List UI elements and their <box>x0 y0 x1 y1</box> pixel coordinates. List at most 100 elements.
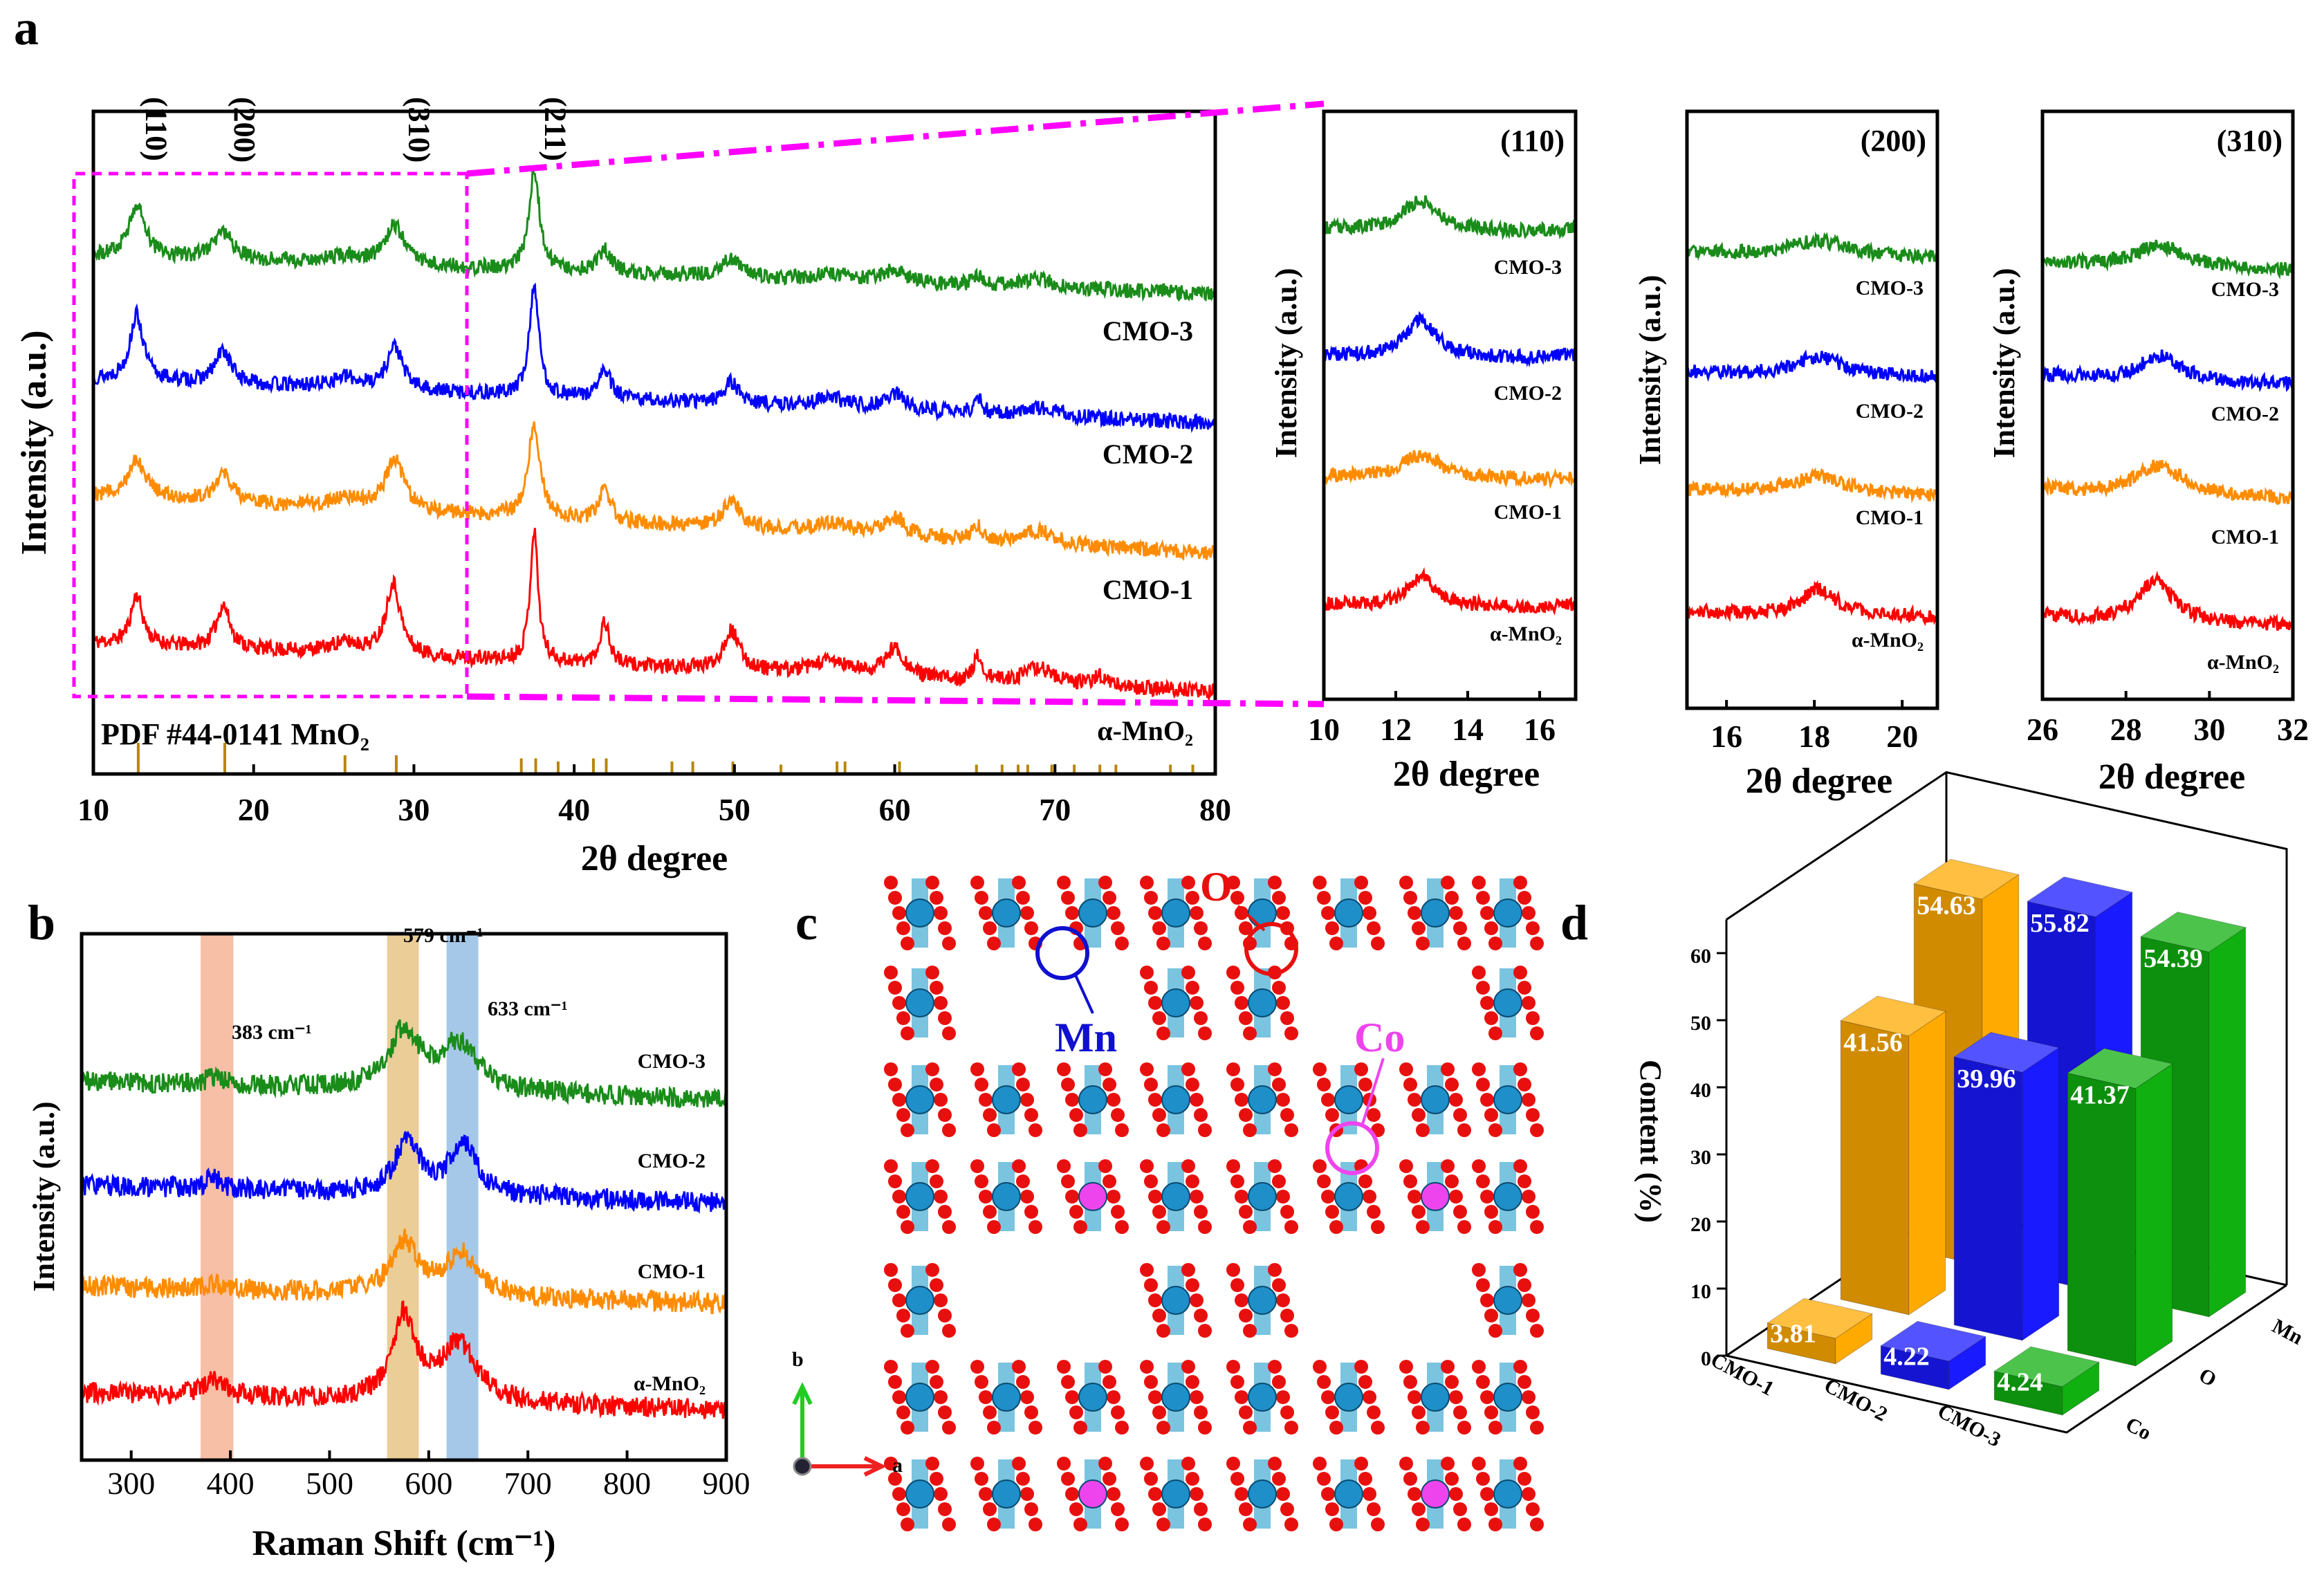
bar-front-shade <box>1954 1057 2022 1340</box>
oxygen-atom <box>1480 1293 1494 1307</box>
oxygen-atom <box>1156 1123 1170 1137</box>
oxygen-atom <box>1012 1159 1026 1173</box>
oxygen-atom <box>1230 981 1244 995</box>
oxygen-atom <box>1152 921 1166 935</box>
oxygen-atom <box>1156 1324 1170 1338</box>
oxygen-atom <box>1367 1502 1381 1516</box>
manganese-atom <box>905 898 934 928</box>
oxygen-atom <box>896 1108 910 1122</box>
oxygen-atom <box>1453 1108 1467 1122</box>
oxygen-atom <box>1484 1502 1498 1516</box>
oxygen-atom <box>1276 1293 1290 1307</box>
oxygen-atom <box>1194 1309 1208 1322</box>
oxygen-atom <box>1140 966 1154 979</box>
oxygen-atom <box>1140 876 1154 889</box>
oxygen-highlight-circle <box>1244 922 1298 976</box>
oxygen-atom <box>1016 1078 1030 1091</box>
manganese-atom <box>1334 1383 1363 1412</box>
oxygen-atom <box>1198 1421 1212 1435</box>
oxygen-atom <box>1284 1324 1298 1338</box>
oxygen-atom <box>1226 966 1240 979</box>
oxygen-atom <box>1453 1502 1467 1516</box>
xrd-tick-label: 10 <box>77 792 109 827</box>
oxygen-atom <box>1144 1472 1158 1486</box>
inset-series-label: CMO-1 <box>2211 526 2279 548</box>
oxygen-atom <box>1476 1375 1490 1389</box>
bar-value-label: 3.81 <box>1770 1320 1816 1349</box>
oxygen-atom <box>1526 1309 1540 1322</box>
oxygen-atom <box>1276 1487 1290 1501</box>
inset-310-title: (310) <box>2217 124 2282 158</box>
oxygen-atom <box>1061 1078 1075 1091</box>
oxygen-atom <box>1530 1421 1544 1435</box>
oxygen-atom <box>1235 1487 1248 1501</box>
oxygen-atom <box>1012 1457 1026 1470</box>
oxygen-atom <box>1530 937 1544 950</box>
oxygen-atom <box>1194 1205 1208 1219</box>
oxygen-atom <box>1441 1457 1455 1470</box>
oxygen-atom <box>1226 1159 1240 1173</box>
raman-series-label: CMO-2 <box>638 1150 706 1172</box>
manganese-atom <box>992 1479 1021 1509</box>
oxygen-atom <box>1526 1011 1540 1025</box>
oxygen-atom <box>1061 1472 1075 1486</box>
cobalt-pointer-arrow <box>1361 1058 1385 1125</box>
oxygen-atom <box>1453 1205 1467 1219</box>
manganese-atom <box>1421 1085 1450 1114</box>
raman-tick-label: 900 <box>703 1466 750 1501</box>
oxygen-atom <box>938 1205 952 1219</box>
oxygen-atom <box>1243 1324 1257 1338</box>
oxygen-atom <box>1198 1220 1212 1234</box>
manganese-atom <box>905 1182 934 1211</box>
oxygen-atom <box>1522 1390 1536 1404</box>
oxygen-atom <box>1317 1375 1331 1389</box>
oxygen-atom <box>930 981 943 995</box>
oxygen-atom <box>896 1011 910 1025</box>
hkl-label: (110) <box>140 97 174 161</box>
oxygen-atom <box>1152 1502 1166 1516</box>
oxygen-atom <box>901 1518 914 1531</box>
oxygen-atom <box>1453 921 1467 935</box>
oxygen-atom <box>1403 1375 1417 1389</box>
oxygen-atom <box>1194 1502 1208 1516</box>
oxygen-atom <box>1016 1174 1030 1188</box>
oxygen-atom <box>1445 1174 1459 1188</box>
oxygen-atom <box>1243 1123 1257 1137</box>
oxygen-atom <box>1235 906 1248 920</box>
oxygen-atom <box>1069 1205 1083 1219</box>
oxygen-atom <box>938 921 952 935</box>
oxygen-atom <box>1403 1174 1417 1188</box>
oxygen-atom <box>901 1220 914 1234</box>
oxygen-atom <box>1012 1360 1026 1374</box>
oxygen-atom <box>1073 1123 1087 1137</box>
oxygen-atom <box>1140 1457 1154 1470</box>
oxygen-atom <box>1020 1487 1034 1501</box>
oxygen-atom <box>1412 1502 1426 1516</box>
oxygen-atom <box>1190 1390 1204 1404</box>
oxygen-atom <box>1235 1293 1248 1307</box>
inset-frame <box>2040 109 2295 701</box>
oxygen-atom <box>1284 1220 1298 1234</box>
reference-label: PDF #44-0141 MnO₂ <box>101 717 369 751</box>
oxygen-atom <box>1061 891 1075 905</box>
oxygen-atom <box>1098 1360 1112 1374</box>
oxygen-atom <box>942 1026 956 1040</box>
oxygen-atom <box>1276 1190 1290 1204</box>
oxygen-atom <box>1107 1390 1120 1404</box>
inset-series-2 <box>1686 349 1939 385</box>
axis-a-arrow <box>802 1456 887 1477</box>
bar-top-face <box>2067 1048 2173 1089</box>
inset-tick-label: 26 <box>2027 712 2058 747</box>
oxygen-atom <box>1239 1405 1253 1419</box>
xrd-tick-label: 20 <box>238 792 270 827</box>
oxygen-atom <box>1156 937 1170 950</box>
oxygen-atom <box>1457 1421 1471 1435</box>
oxygen-atom <box>1457 1518 1471 1531</box>
oxygen-atom <box>1243 1220 1257 1234</box>
oxygen-atom <box>1065 1487 1079 1501</box>
oxygen-atom <box>1243 1026 1257 1040</box>
bar-front-shade <box>1881 1345 1949 1390</box>
oxygen-atom <box>970 876 984 889</box>
oxygen-atom <box>1190 996 1204 1010</box>
axis-b-label: b <box>792 1348 804 1371</box>
